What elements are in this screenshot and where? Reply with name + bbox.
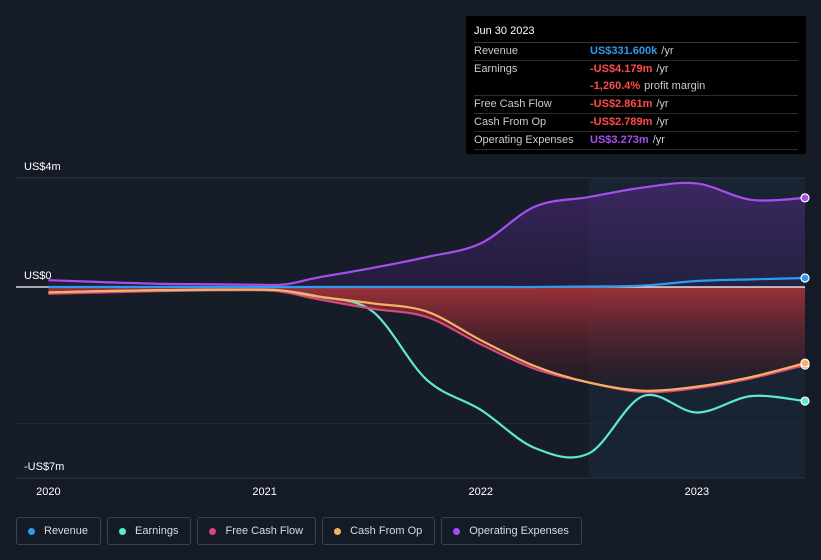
- legend-label: Free Cash Flow: [225, 525, 304, 537]
- tooltip-row-cfo: Cash From Op -US$2.789m /yr: [474, 114, 798, 132]
- opex-line: [48, 181, 806, 287]
- opex-area: [48, 182, 805, 287]
- tooltip-date: Jun 30 2023: [474, 24, 798, 43]
- negative-area: [48, 287, 805, 393]
- x-tick-label: 2020: [36, 486, 60, 498]
- tooltip-unit: /yr: [656, 63, 669, 75]
- legend-label: Revenue: [44, 525, 89, 537]
- tooltip-unit: /yr: [652, 134, 665, 146]
- tooltip-label: Operating Expenses: [474, 134, 574, 146]
- cfo-endpoint: [800, 358, 810, 368]
- tooltip-unit: profit margin: [644, 80, 706, 92]
- legend-item-free-cash-flow[interactable]: Free Cash Flow: [197, 517, 317, 545]
- tooltip-value: US$3.273m: [590, 134, 649, 146]
- legend-item-revenue[interactable]: Revenue: [16, 517, 102, 545]
- cfo-line: [48, 288, 806, 392]
- cfo-dot-icon: [334, 527, 342, 535]
- tooltip-value: -1,260.4%: [590, 80, 641, 92]
- revenue-dot-icon: [28, 527, 35, 535]
- tooltip-label: Revenue: [474, 45, 519, 57]
- tooltip-label: [474, 78, 590, 95]
- tooltip-label: Free Cash Flow: [474, 98, 552, 110]
- y-tick-label: US$4m: [24, 161, 61, 173]
- opex-endpoint: [800, 193, 810, 203]
- legend-item-operating-expenses[interactable]: Operating Expenses: [441, 517, 582, 545]
- tooltip-unit: /yr: [661, 45, 674, 57]
- tooltip-value: -US$4.179m: [590, 63, 653, 75]
- tooltip-unit: /yr: [656, 98, 669, 110]
- tooltip-row-earnings: Earnings -US$4.179m /yr: [474, 61, 798, 78]
- tooltip-row-opex: Operating Expenses US$3.273m /yr: [474, 132, 798, 150]
- legend: Revenue Earnings Free Cash Flow Cash Fro…: [16, 517, 588, 547]
- tooltip-value: -US$2.861m: [590, 98, 653, 110]
- x-tick-label: 2021: [252, 486, 276, 498]
- fcf-dot-icon: [209, 527, 217, 535]
- y-tick-label: -US$7m: [24, 461, 64, 473]
- legend-label: Cash From Op: [350, 525, 423, 537]
- tooltip-row-profit-margin: -1,260.4% profit margin: [474, 78, 798, 96]
- tooltip-value: -US$2.789m: [590, 116, 653, 128]
- tooltip-panel: Jun 30 2023 Revenue US$331.600k /yr Earn…: [466, 16, 806, 154]
- x-tick-label: 2022: [469, 486, 493, 498]
- legend-item-cash-from-op[interactable]: Cash From Op: [322, 517, 436, 545]
- tooltip-row-revenue: Revenue US$331.600k /yr: [474, 43, 798, 61]
- tooltip-unit: /yr: [656, 116, 669, 128]
- tooltip-value: US$331.600k: [590, 45, 658, 57]
- revenue-line: [48, 276, 806, 289]
- revenue-endpoint: [800, 273, 810, 283]
- x-tick-label: 2023: [685, 486, 709, 498]
- legend-label: Earnings: [135, 525, 179, 537]
- tooltip-label: Cash From Op: [474, 116, 547, 128]
- opex-dot-icon: [453, 527, 461, 535]
- earnings-endpoint: [800, 396, 810, 406]
- tooltip-row-fcf: Free Cash Flow -US$2.861m /yr: [474, 96, 798, 114]
- legend-item-earnings[interactable]: Earnings: [107, 517, 192, 545]
- tooltip-label: Earnings: [474, 63, 518, 75]
- y-tick-label: US$0: [24, 270, 52, 282]
- legend-label: Operating Expenses: [469, 525, 569, 537]
- earnings-dot-icon: [119, 527, 127, 535]
